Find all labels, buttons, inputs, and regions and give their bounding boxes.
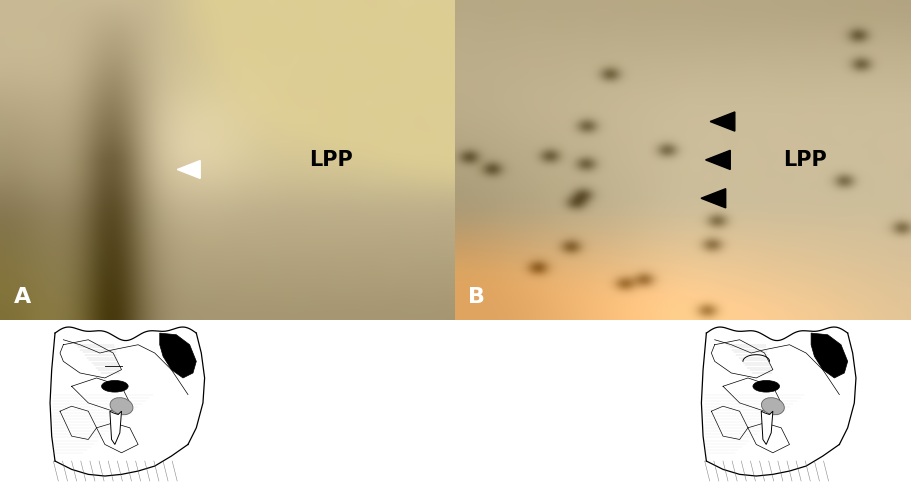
Text: A: A [14, 287, 31, 307]
Text: B: B [468, 287, 486, 307]
Text: LPP: LPP [309, 150, 353, 170]
Ellipse shape [101, 381, 128, 392]
Ellipse shape [752, 381, 780, 392]
Polygon shape [762, 411, 773, 444]
Polygon shape [711, 112, 735, 131]
Ellipse shape [110, 398, 133, 415]
Polygon shape [701, 189, 726, 208]
Polygon shape [811, 333, 847, 378]
Polygon shape [178, 160, 200, 178]
Text: LPP: LPP [783, 150, 827, 170]
Ellipse shape [762, 398, 784, 415]
Polygon shape [159, 333, 196, 378]
Polygon shape [706, 150, 731, 170]
Polygon shape [110, 411, 121, 444]
